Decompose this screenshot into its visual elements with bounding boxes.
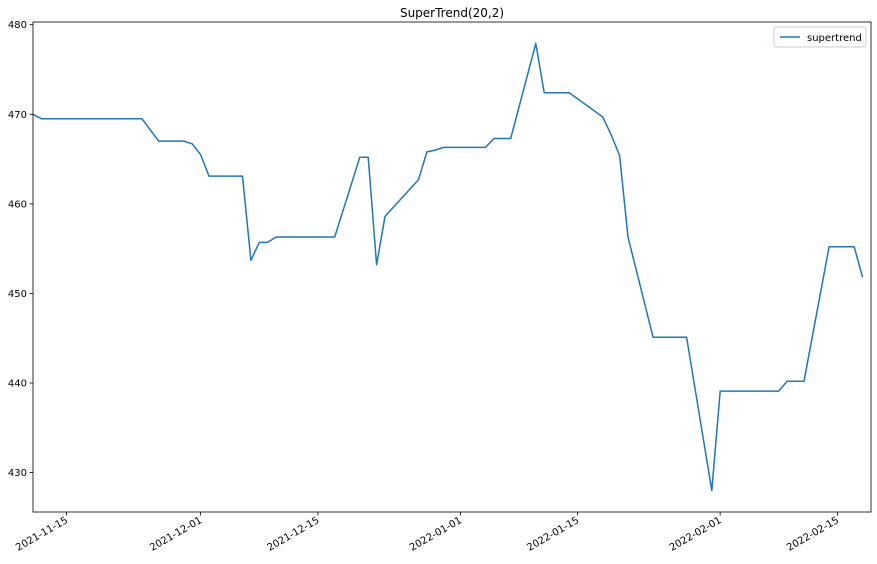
x-tick-label: 2021-12-01	[148, 515, 204, 554]
chart-title: SuperTrend(20,2)	[400, 6, 504, 20]
x-tick-label: 2022-01-01	[408, 515, 464, 554]
y-axis: 430 440 450 460 470 480	[8, 20, 33, 479]
y-tick-label: 430	[8, 468, 27, 479]
series-line-supertrend	[33, 42, 864, 492]
x-tick-label: 2022-02-15	[785, 515, 841, 554]
y-tick-label: 450	[8, 289, 27, 300]
x-tick-label: 2022-01-15	[525, 515, 581, 554]
y-tick-label: 440	[8, 379, 27, 390]
y-tick-label: 460	[8, 199, 27, 210]
y-tick-label: 470	[8, 110, 27, 121]
plot-frame	[32, 21, 872, 513]
y-tick-label: 480	[8, 20, 27, 31]
x-axis: 2021-11-15 2021-12-01 2021-12-15 2022-01-01…	[14, 512, 841, 554]
plot-area	[33, 42, 864, 492]
x-tick-label: 2021-11-15	[14, 515, 70, 554]
legend-box	[773, 26, 867, 48]
x-tick-label: 2021-12-15	[266, 515, 322, 554]
legend-label-supertrend: supertrend	[807, 33, 862, 44]
legend: supertrend	[773, 26, 867, 48]
x-tick-label: 2022-02-01	[668, 515, 724, 554]
